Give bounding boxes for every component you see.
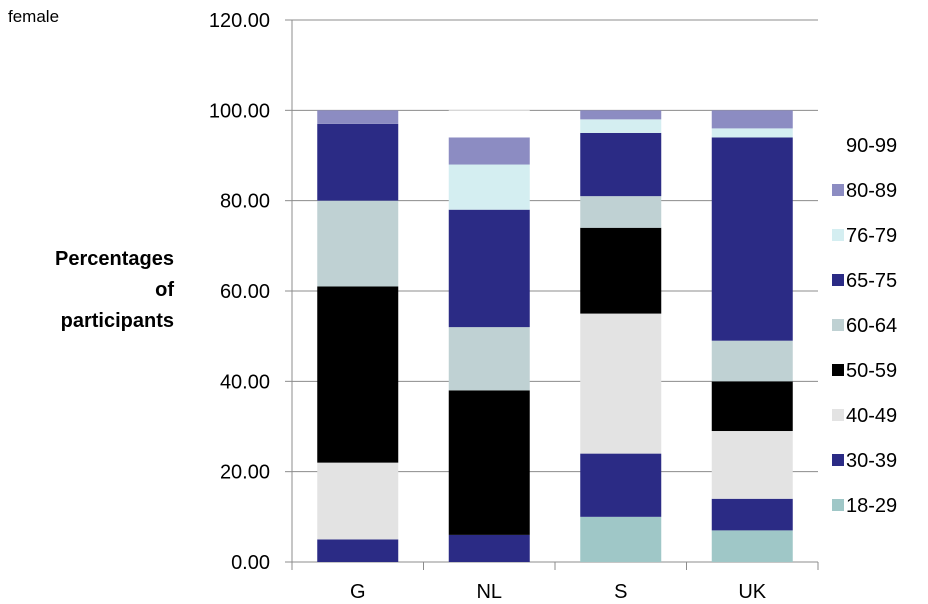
y-tick-label: 20.00 — [220, 462, 270, 484]
legend-swatch — [832, 454, 844, 466]
bar-segment-60-64 — [711, 340, 793, 382]
bar-segment-60-64 — [317, 200, 399, 287]
bar-segment-65-75 — [711, 137, 793, 341]
legend-swatch — [832, 319, 844, 331]
y-tick-label: 0.00 — [231, 552, 270, 574]
bar-segment-76-79 — [448, 164, 530, 210]
x-tick-label: UK — [738, 581, 766, 603]
y-tick-label: 80.00 — [220, 191, 270, 213]
y-axis-label-line: of — [155, 279, 174, 301]
bar-segment-80-89 — [711, 110, 793, 129]
bar-segment-90-99 — [448, 110, 530, 138]
bar-segment-60-64 — [448, 327, 530, 391]
y-tick-label: 40.00 — [220, 371, 270, 393]
legend-swatch — [832, 409, 844, 421]
y-axis-label-line: Percentages — [55, 248, 174, 270]
legend-label: 90-99 — [846, 135, 897, 157]
legend-label: 30-39 — [846, 450, 897, 472]
bar-segment-80-89 — [317, 110, 399, 124]
legend-label: 18-29 — [846, 495, 897, 517]
x-tick-label: G — [350, 581, 366, 603]
legend-label: 76-79 — [846, 225, 897, 247]
bar-segment-65-75 — [317, 123, 399, 201]
bar-segment-50-59 — [317, 286, 399, 463]
bar-segment-40-49 — [580, 313, 662, 454]
y-tick-label: 120.00 — [209, 10, 270, 32]
legend-swatch — [832, 274, 844, 286]
legend-label: 60-64 — [846, 315, 897, 337]
bar-segment-40-49 — [711, 431, 793, 499]
bar-segment-50-59 — [580, 227, 662, 314]
bar-segment-30-39 — [448, 534, 530, 562]
legend-label: 50-59 — [846, 360, 897, 382]
y-tick-label: 60.00 — [220, 281, 270, 303]
bar-segment-40-49 — [317, 462, 399, 540]
bar-segment-65-75 — [580, 132, 662, 197]
legend-label: 40-49 — [846, 405, 897, 427]
bar-segment-60-64 — [580, 196, 662, 228]
bar-segment-76-79 — [580, 119, 662, 133]
y-tick-label: 100.00 — [209, 100, 270, 122]
x-tick-label: NL — [476, 581, 502, 603]
bar-segment-30-39 — [711, 498, 793, 531]
bar-segment-30-39 — [317, 539, 399, 562]
legend-label: 65-75 — [846, 270, 897, 292]
x-tick-label: S — [614, 581, 627, 603]
bar-segment-80-89 — [448, 137, 530, 165]
bar-segment-76-79 — [711, 128, 793, 138]
bar-segment-65-75 — [448, 209, 530, 328]
legend-swatch — [832, 499, 844, 511]
corner-label: female — [8, 7, 60, 26]
bar-segment-80-89 — [580, 110, 662, 120]
bar-segment-50-59 — [448, 390, 530, 535]
y-axis-label: Percentages of participants — [14, 244, 174, 337]
legend-label: 80-89 — [846, 180, 897, 202]
y-axis-label-line: participants — [60, 310, 174, 332]
legend-swatch — [832, 229, 844, 241]
bar-segment-18-29 — [580, 516, 662, 562]
legend-swatch — [832, 139, 844, 151]
bar-segment-50-59 — [711, 381, 793, 432]
bar-segment-30-39 — [580, 453, 662, 517]
legend-swatch — [832, 364, 844, 376]
bar-segment-18-29 — [711, 530, 793, 562]
legend-swatch — [832, 184, 844, 196]
